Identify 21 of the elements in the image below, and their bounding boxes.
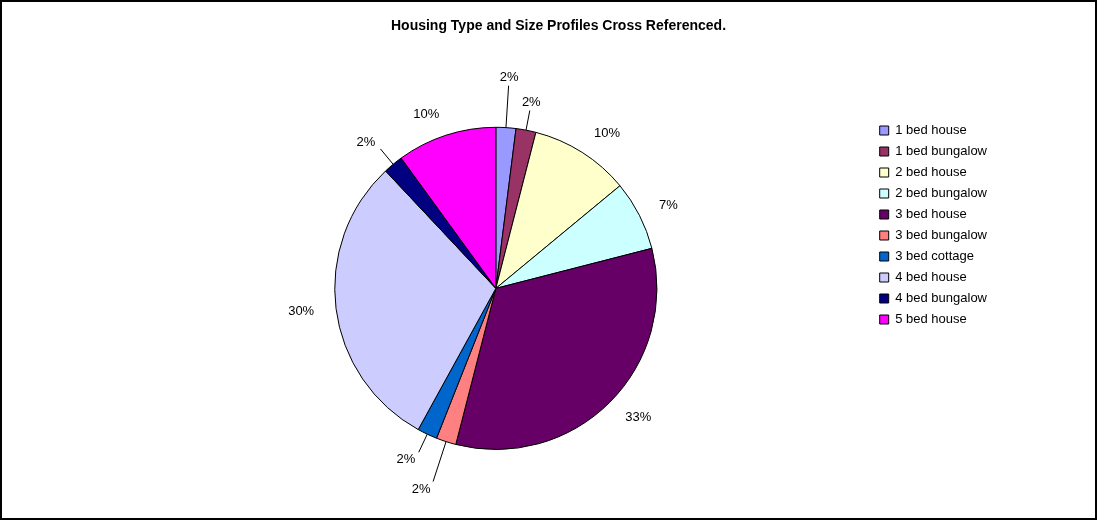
data-label: 2%	[411, 480, 432, 496]
data-label: 33%	[625, 409, 652, 425]
legend-label: 4 bed bungalow	[895, 290, 988, 306]
data-label: 2%	[396, 451, 416, 467]
legend-label: 3 bed cottage	[895, 248, 974, 264]
data-label: 30%	[288, 302, 315, 318]
legend-label: 3 bed house	[895, 206, 967, 222]
data-label: 2%	[521, 94, 542, 110]
data-label: 2%	[356, 134, 376, 150]
legend-label: 2 bed bungalow	[895, 185, 988, 201]
data-label: 2%	[499, 69, 519, 85]
legend-label: 2 bed house	[895, 164, 967, 180]
data-label: 7%	[658, 196, 679, 212]
legend-label: 3 bed bungalow	[895, 227, 988, 243]
legend-label: 4 bed house	[895, 269, 967, 285]
legend-label: 1 bed house	[895, 122, 967, 138]
data-label: 10%	[413, 105, 440, 121]
chart-title: Housing Type and Size Profiles Cross Referenced.	[390, 17, 727, 34]
data-label: 10%	[593, 125, 621, 141]
legend-label: 5 bed house	[895, 311, 967, 327]
legend-label: 1 bed bungalow	[895, 143, 988, 159]
